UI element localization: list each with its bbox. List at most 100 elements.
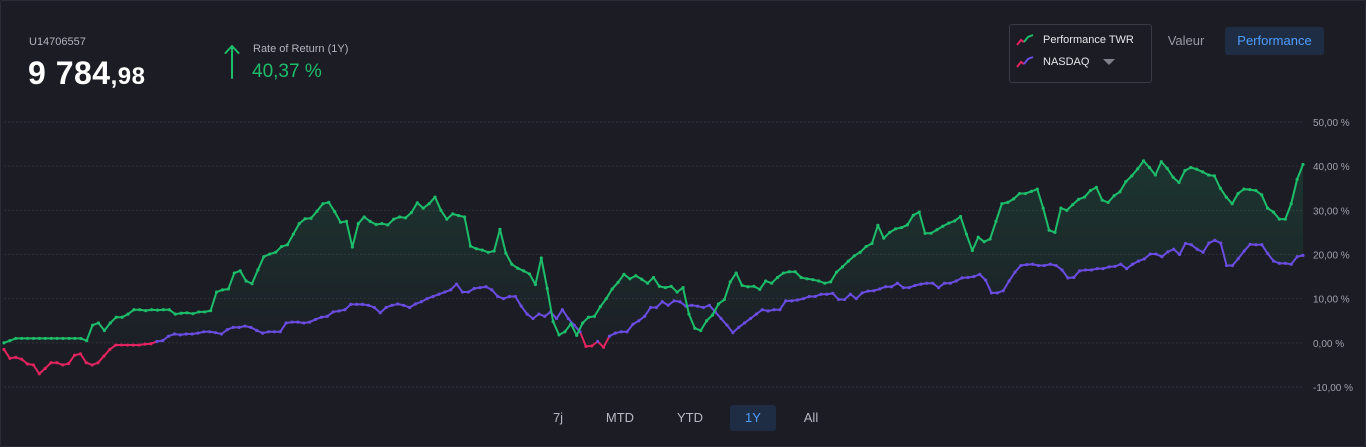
nasdaq-point bbox=[654, 305, 659, 310]
legend-label-performance: Performance TWR bbox=[1043, 34, 1134, 46]
performance-line-segment bbox=[729, 272, 738, 283]
range-tab-1y[interactable]: 1Y bbox=[730, 405, 776, 431]
range-tab-ytd[interactable]: YTD bbox=[677, 410, 703, 425]
performance-point bbox=[102, 328, 106, 333]
performance-point bbox=[551, 320, 555, 324]
nasdaq-point bbox=[966, 275, 970, 280]
performance-line-segment bbox=[617, 273, 625, 284]
performance-line-segment bbox=[439, 209, 448, 221]
nasdaq-point bbox=[1019, 263, 1023, 268]
performance-point bbox=[179, 311, 183, 315]
performance-line-segment bbox=[345, 220, 354, 248]
nasdaq-point bbox=[1224, 263, 1229, 268]
nasdaq-line-segment bbox=[514, 295, 523, 308]
performance-point bbox=[911, 213, 915, 217]
performance-point bbox=[55, 336, 59, 341]
performance-point bbox=[1265, 206, 1270, 210]
performance-line-segment bbox=[1095, 186, 1104, 202]
nasdaq-point bbox=[707, 303, 711, 307]
nasdaq-point bbox=[925, 281, 929, 285]
nasdaq-point bbox=[731, 331, 735, 335]
nasdaq-point bbox=[954, 279, 958, 283]
nasdaq-point bbox=[1254, 243, 1258, 247]
performance-point bbox=[427, 202, 431, 206]
performance-point bbox=[645, 281, 650, 285]
nasdaq-point bbox=[402, 303, 406, 307]
legend-item-nasdaq[interactable]: NASDAQ bbox=[1016, 56, 1116, 68]
performance-point bbox=[758, 287, 762, 291]
tab-valeur[interactable]: Valeur bbox=[1167, 33, 1205, 48]
nasdaq-point bbox=[960, 276, 964, 280]
performance-line-segment bbox=[599, 297, 608, 308]
nasdaq-point bbox=[790, 299, 794, 303]
nasdaq-point bbox=[1148, 252, 1152, 256]
performance-point bbox=[663, 286, 667, 290]
performance-line-segment bbox=[1154, 160, 1163, 176]
range-tab-7j[interactable]: 7j bbox=[552, 410, 564, 425]
rate-of-return-label: Rate of Return (1Y) bbox=[253, 43, 349, 55]
nasdaq-point bbox=[1013, 270, 1017, 274]
performance-line-segment bbox=[575, 321, 584, 337]
nasdaq-point bbox=[860, 291, 864, 295]
nasdaq-line-segment bbox=[520, 305, 529, 316]
nasdaq-point bbox=[801, 297, 805, 301]
performance-point bbox=[693, 326, 697, 330]
performance-area bbox=[4, 160, 1303, 343]
performance-line-segment bbox=[333, 210, 342, 224]
legend-item-performance[interactable]: Performance TWR bbox=[1016, 34, 1134, 46]
nasdaq-point bbox=[666, 303, 670, 307]
performance-point bbox=[167, 308, 171, 312]
nasdaq-point bbox=[1101, 267, 1105, 271]
performance-point bbox=[640, 277, 644, 281]
nasdaq-point bbox=[349, 302, 353, 307]
nasdaq-point bbox=[1201, 250, 1205, 254]
performance-point bbox=[622, 272, 626, 276]
nasdaq-point bbox=[1036, 263, 1041, 268]
performance-point bbox=[114, 315, 118, 319]
performance-line-segment bbox=[1213, 174, 1222, 190]
nasdaq-point bbox=[637, 319, 641, 323]
nasdaq-point bbox=[678, 300, 682, 304]
nasdaq-point bbox=[37, 372, 41, 376]
performance-point bbox=[504, 251, 508, 255]
nasdaq-point bbox=[543, 314, 547, 318]
nasdaq-point bbox=[948, 281, 952, 285]
performance-point bbox=[699, 328, 703, 333]
nasdaq-point bbox=[55, 361, 59, 365]
nasdaq-point bbox=[1107, 265, 1111, 269]
nasdaq-line-segment bbox=[602, 335, 611, 349]
nasdaq-point bbox=[302, 321, 306, 325]
range-tab-all[interactable]: All bbox=[803, 410, 819, 425]
tab-performance[interactable]: Performance bbox=[1225, 27, 1324, 55]
performance-line-segment bbox=[876, 224, 885, 240]
nasdaq-point bbox=[2, 347, 6, 352]
nasdaq-point bbox=[748, 316, 753, 321]
performance-point bbox=[787, 270, 791, 274]
nasdaq-point bbox=[719, 316, 723, 321]
nasdaq-point bbox=[196, 331, 200, 335]
chevron-down-icon[interactable] bbox=[1103, 59, 1116, 65]
chart-legend: Performance TWR NASDAQ bbox=[1009, 24, 1152, 83]
nasdaq-point bbox=[983, 278, 988, 282]
nasdaq-point bbox=[272, 330, 276, 334]
performance-line-segment bbox=[735, 272, 744, 287]
performance-point bbox=[929, 231, 933, 235]
performance-line-segment bbox=[1178, 169, 1186, 184]
performance-line-segment bbox=[758, 280, 767, 291]
performance-point bbox=[226, 287, 230, 291]
performance-point bbox=[1047, 228, 1051, 232]
performance-point bbox=[386, 223, 390, 227]
range-tab-mtd[interactable]: MTD bbox=[605, 410, 635, 425]
nasdaq-point bbox=[184, 332, 188, 336]
performance-line-segment bbox=[552, 320, 561, 336]
nasdaq-point bbox=[1089, 268, 1093, 272]
performance-point bbox=[90, 323, 95, 327]
nasdaq-point bbox=[214, 331, 218, 335]
nasdaq-line-segment bbox=[455, 283, 464, 294]
performance-point bbox=[982, 240, 986, 244]
nasdaq-point bbox=[114, 343, 118, 347]
nasdaq-point bbox=[319, 315, 324, 319]
performance-point bbox=[421, 206, 425, 210]
nasdaq-point bbox=[872, 289, 876, 293]
performance-point bbox=[575, 333, 579, 337]
